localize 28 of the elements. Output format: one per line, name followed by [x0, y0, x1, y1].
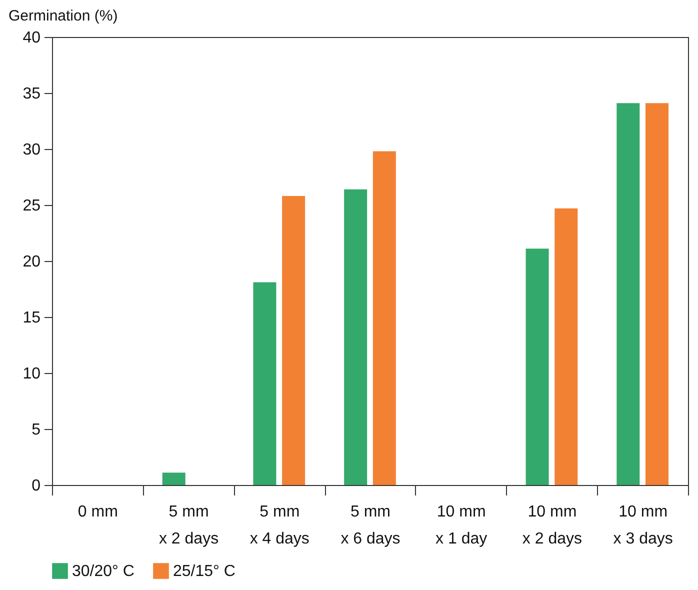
y-tick-label: 10 [22, 366, 41, 382]
bar [554, 208, 578, 485]
bar [344, 189, 368, 485]
y-tick-label: 25 [22, 198, 41, 214]
x-tick-label: 5 mm x 6 days [340, 504, 400, 548]
y-tick-label: 20 [22, 254, 41, 270]
bar [616, 103, 640, 485]
x-tick-label: 5 mm x 4 days [250, 504, 310, 548]
y-axis-title: Germination (%) [8, 8, 118, 24]
x-tick-label: 10 mm x 2 days [522, 504, 582, 548]
legend-label: 30/20° C [72, 563, 134, 580]
y-tick-label: 15 [22, 310, 41, 326]
bar [372, 151, 396, 485]
x-tick-label: 10 mm x 3 days [613, 504, 673, 548]
y-tick-label: 0 [32, 478, 41, 494]
bar [645, 103, 668, 485]
y-tick-label: 30 [22, 142, 41, 158]
bar [282, 196, 306, 485]
x-tick-label: 0 mm [78, 504, 118, 520]
x-tick-label: 5 mm x 2 days [158, 504, 219, 548]
y-tick-label: 40 [22, 30, 41, 46]
y-tick-label: 5 [32, 422, 41, 438]
bar [526, 248, 549, 485]
bar [162, 472, 186, 485]
x-tick-label: 10 mm x 1 day [436, 504, 488, 548]
y-tick-label: 35 [22, 86, 41, 102]
legend-label: 25/15° C [173, 563, 236, 580]
bar [253, 282, 276, 485]
